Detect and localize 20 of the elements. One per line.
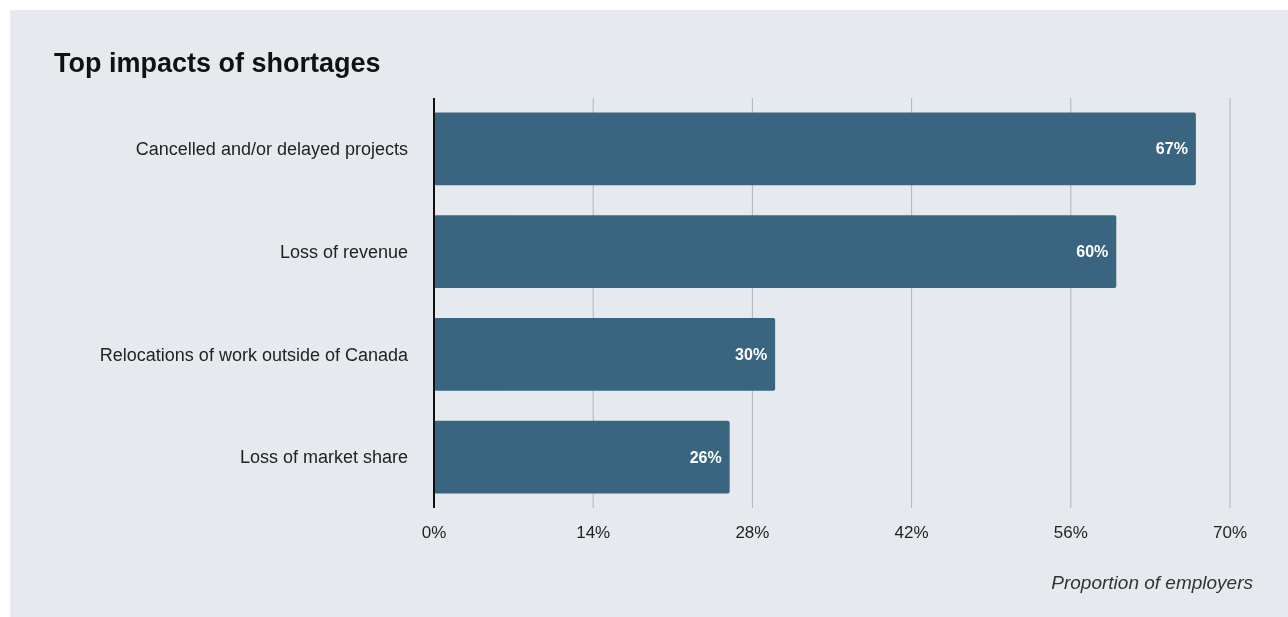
bar <box>434 112 1196 186</box>
y-tick-label: Loss of market share <box>239 447 408 468</box>
y-tick-label: Cancelled and/or delayed projects <box>135 139 408 160</box>
x-tick-label: 0% <box>421 522 447 542</box>
y-tick-label: Loss of revenue <box>279 241 408 262</box>
x-tick-label: 28% <box>735 522 770 542</box>
y-tick-label: Relocations of work outside of Canada <box>99 344 409 365</box>
bar <box>434 317 776 391</box>
text: Top impacts of shortages <box>54 48 381 78</box>
bar <box>434 420 730 494</box>
data-label: 60% <box>1076 243 1109 261</box>
data-label: 26% <box>689 448 722 466</box>
data-label: 30% <box>735 345 768 363</box>
x-tick-label: 14% <box>576 522 611 542</box>
x-axis-title: Proportion of employers <box>1051 571 1254 593</box>
x-tick-label: 56% <box>1053 522 1088 542</box>
x-tick-label: 42% <box>894 522 929 542</box>
x-tick-label: 70% <box>1212 522 1248 542</box>
data-label: 67% <box>1155 140 1188 158</box>
bar <box>434 215 1117 289</box>
